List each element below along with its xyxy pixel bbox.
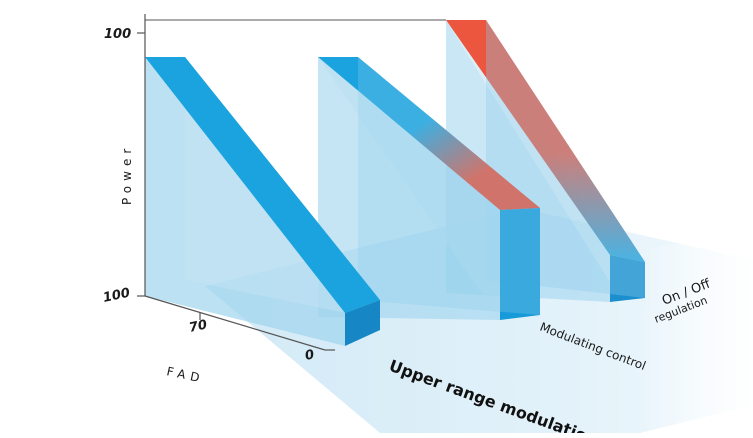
x-tick-0: 0: [304, 347, 316, 364]
x-tick-100: 100: [102, 286, 132, 306]
prism-upper-range: [145, 57, 380, 346]
x-axis-title: FAD: [165, 364, 205, 386]
x-tick-70: 70: [188, 317, 209, 335]
y-tick-100: 100: [104, 27, 131, 42]
y-axis-title: Power: [120, 144, 134, 205]
axes: [137, 14, 335, 351]
prism-modulating: [318, 57, 540, 320]
